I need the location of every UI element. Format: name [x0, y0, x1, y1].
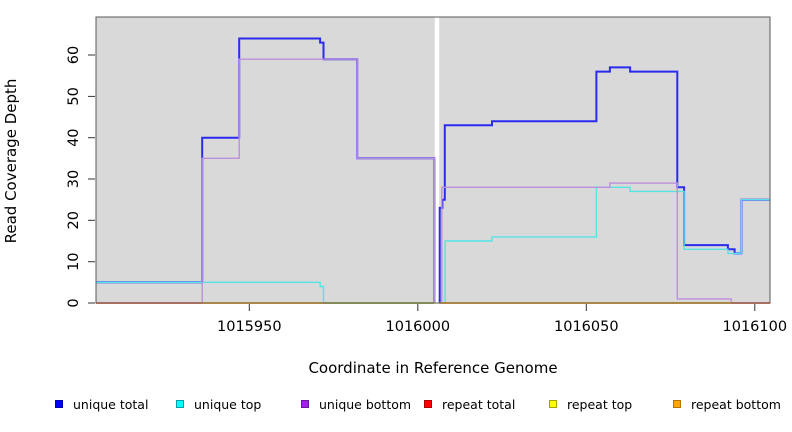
x-tick-label: 1016000: [386, 319, 451, 335]
legend-item-unique-bottom: unique bottom: [301, 395, 411, 413]
y-tick-label: 10: [66, 252, 82, 270]
legend-swatch-repeat-total: [424, 400, 432, 408]
legend-label: unique top: [194, 396, 262, 412]
y-tick-label: 30: [66, 170, 82, 188]
y-tick-label: 40: [66, 128, 82, 146]
x-tick-label: 1015950: [217, 319, 282, 335]
y-tick-label: 60: [66, 46, 82, 64]
legend-label: repeat bottom: [691, 396, 781, 412]
legend-item-repeat-total: repeat total: [424, 395, 515, 413]
y-tick-label: 20: [66, 211, 82, 229]
legend-swatch-repeat-bottom: [673, 400, 681, 408]
legend-swatch-repeat-top: [549, 400, 557, 408]
x-axis-title: Coordinate in Reference Genome: [308, 359, 558, 377]
legend-label: unique bottom: [319, 396, 412, 412]
legend-item-unique-top: unique top: [176, 395, 261, 413]
legend-label: repeat total: [442, 396, 516, 412]
legend-swatch-unique-bottom: [301, 400, 309, 408]
legend-swatch-unique-top: [176, 400, 184, 408]
plot-border: [95, 16, 771, 304]
legend-item-unique-total: unique total: [55, 395, 148, 413]
series-line-unique-bottom: [441, 182, 770, 304]
series-line-unique-total: [438, 66, 770, 304]
legend-item-repeat-top: repeat top: [549, 395, 632, 413]
legend-label: unique total: [73, 396, 149, 412]
y-tick-label: 50: [66, 87, 82, 105]
series-line-unique-bottom: [96, 58, 435, 304]
y-axis-title: Read Coverage Depth: [2, 78, 20, 244]
x-tick-label: 1016100: [723, 319, 788, 335]
series-line-unique-top: [444, 186, 770, 304]
x-tick-label: 1016050: [554, 319, 619, 335]
legend-label: repeat top: [567, 396, 633, 412]
plot-panel: [96, 17, 770, 303]
legend: unique total unique top unique bottom repea…: [0, 395, 792, 417]
coverage-gap-band: [434, 17, 440, 303]
legend-swatch-unique-total: [55, 400, 63, 408]
y-tick-label: 0: [66, 298, 82, 307]
legend-item-repeat-bottom: repeat bottom: [673, 395, 781, 413]
